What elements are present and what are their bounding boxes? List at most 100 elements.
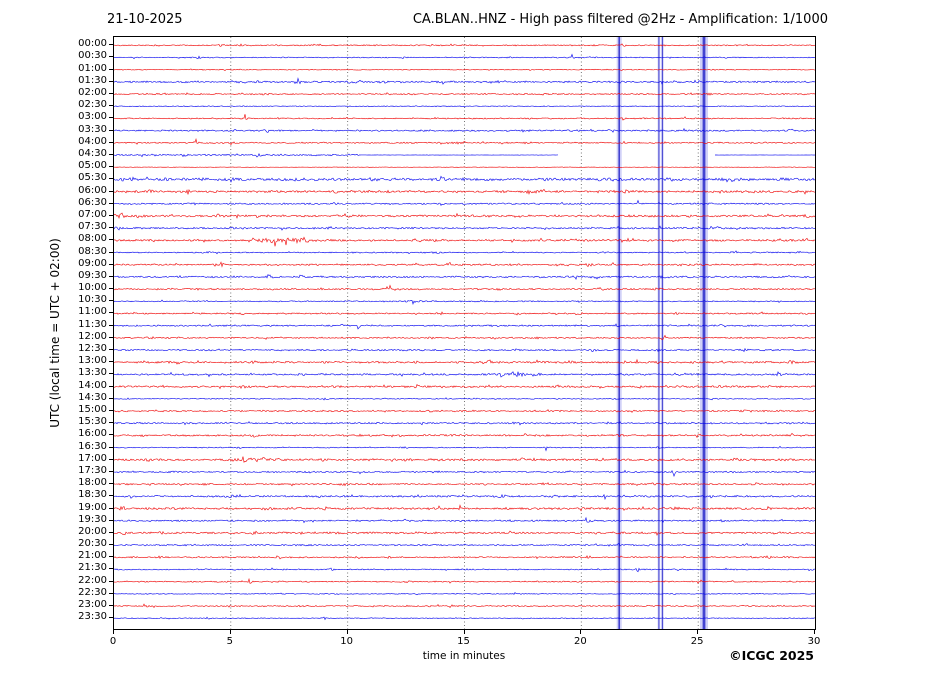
station-title: CA.BLAN..HNZ - High pass filtered @2Hz -…	[412, 12, 828, 27]
y-tick-label: 22:30	[78, 586, 107, 598]
y-tick-label: 10:00	[78, 282, 107, 294]
y-tick-label: 01:30	[78, 74, 107, 86]
trace-row-16:30	[114, 445, 815, 452]
y-tick-mark	[109, 605, 113, 606]
y-tick-label: 07:00	[78, 208, 107, 220]
y-tick-label: 00:00	[78, 38, 107, 50]
seismogram-traces	[114, 37, 815, 629]
y-tick-mark	[109, 191, 113, 192]
trace-row-01:00	[114, 68, 815, 71]
event-line	[618, 37, 620, 629]
y-tick-label: 21:00	[78, 550, 107, 562]
y-tick-label: 21:30	[78, 562, 107, 574]
x-tick-mark	[347, 630, 348, 634]
trace-row-23:30	[114, 616, 815, 621]
y-tick-mark	[109, 203, 113, 204]
trace-row-22:00	[114, 577, 815, 584]
y-tick-label: 13:00	[78, 355, 107, 367]
trace-row-08:30	[114, 250, 815, 255]
x-axis-label: time in minutes	[422, 650, 506, 662]
trace-row-06:00	[114, 188, 815, 195]
x-tick-mark	[697, 630, 698, 634]
event-line	[661, 37, 663, 629]
y-tick-label: 14:00	[78, 379, 107, 391]
y-tick-mark	[109, 239, 113, 240]
trace-row-16:00	[114, 432, 815, 439]
y-tick-mark	[109, 434, 113, 435]
trace-row-13:00	[114, 358, 815, 365]
trace-row-15:00	[114, 409, 815, 413]
y-tick-label: 02:30	[78, 99, 107, 111]
y-tick-mark	[109, 93, 113, 94]
y-tick-label: 20:30	[78, 538, 107, 550]
x-tick-label: 15	[457, 636, 470, 647]
trace-row-07:00	[114, 212, 815, 219]
y-tick-mark	[109, 483, 113, 484]
trace-row-10:00	[114, 284, 815, 291]
y-tick-mark	[109, 227, 113, 228]
y-tick-mark	[109, 69, 113, 70]
y-tick-mark	[109, 568, 113, 569]
date-title: 21-10-2025	[107, 12, 183, 27]
x-tick-label: 0	[109, 636, 117, 647]
y-tick-mark	[109, 130, 113, 131]
helicorder-plot	[113, 36, 816, 630]
y-tick-label: 06:30	[78, 196, 107, 208]
y-tick-mark	[109, 166, 113, 167]
y-tick-mark	[109, 386, 113, 387]
y-tick-label: 08:30	[78, 245, 107, 257]
trace-row-03:00	[114, 114, 815, 121]
y-tick-mark	[109, 178, 113, 179]
y-tick-mark	[109, 44, 113, 45]
trace-row-14:00	[114, 383, 815, 390]
trace-row-07:30	[114, 225, 815, 231]
trace-row-12:00	[114, 334, 815, 341]
y-tick-label: 17:00	[78, 452, 107, 464]
trace-row-09:30	[114, 273, 815, 281]
trace-row-00:00	[114, 43, 815, 47]
trace-row-21:30	[114, 567, 815, 573]
trace-row-00:30	[114, 53, 815, 60]
trace-row-02:30	[114, 105, 815, 108]
y-tick-mark	[109, 288, 113, 289]
trace-row-20:00	[114, 530, 815, 536]
y-tick-label: 23:30	[78, 611, 107, 623]
trace-row-05:30	[114, 175, 815, 183]
y-tick-label: 04:30	[78, 148, 107, 159]
x-tick-mark	[113, 630, 114, 634]
trace-row-10:30	[114, 299, 815, 305]
trace-row-04:00	[114, 138, 815, 146]
trace-row-19:30	[114, 516, 815, 524]
x-tick-label: 10	[340, 636, 354, 647]
y-tick-label: 04:00	[78, 135, 107, 147]
y-tick-label: 22:00	[78, 574, 107, 586]
y-tick-label: 06:00	[78, 184, 107, 196]
x-tick-label: 30	[807, 636, 821, 647]
y-tick-mark	[109, 556, 113, 557]
trace-row-12:30	[114, 347, 815, 353]
y-tick-mark	[109, 312, 113, 313]
y-tick-label: 09:00	[78, 257, 107, 269]
trace-row-18:00	[114, 482, 815, 487]
event-line	[702, 37, 706, 629]
y-tick-label: 16:00	[78, 428, 107, 440]
y-tick-label: 05:00	[78, 160, 107, 172]
trace-row-06:30	[114, 199, 815, 207]
y-tick-label: 11:00	[78, 306, 107, 318]
y-tick-mark	[109, 56, 113, 57]
y-tick-mark	[109, 215, 113, 216]
x-tick-mark	[230, 630, 231, 634]
x-tick-mark	[814, 630, 815, 634]
y-tick-mark	[109, 117, 113, 118]
y-tick-mark	[109, 544, 113, 545]
trace-row-18:30	[114, 493, 815, 501]
y-tick-label: 03:30	[78, 123, 107, 135]
trace-row-21:00	[114, 555, 815, 560]
event-line	[658, 37, 660, 629]
y-tick-label: 19:00	[78, 501, 107, 513]
y-tick-label: 18:00	[78, 477, 107, 489]
x-tick-label: 25	[690, 636, 704, 647]
trace-row-15:30	[114, 421, 815, 426]
y-tick-mark	[109, 300, 113, 301]
